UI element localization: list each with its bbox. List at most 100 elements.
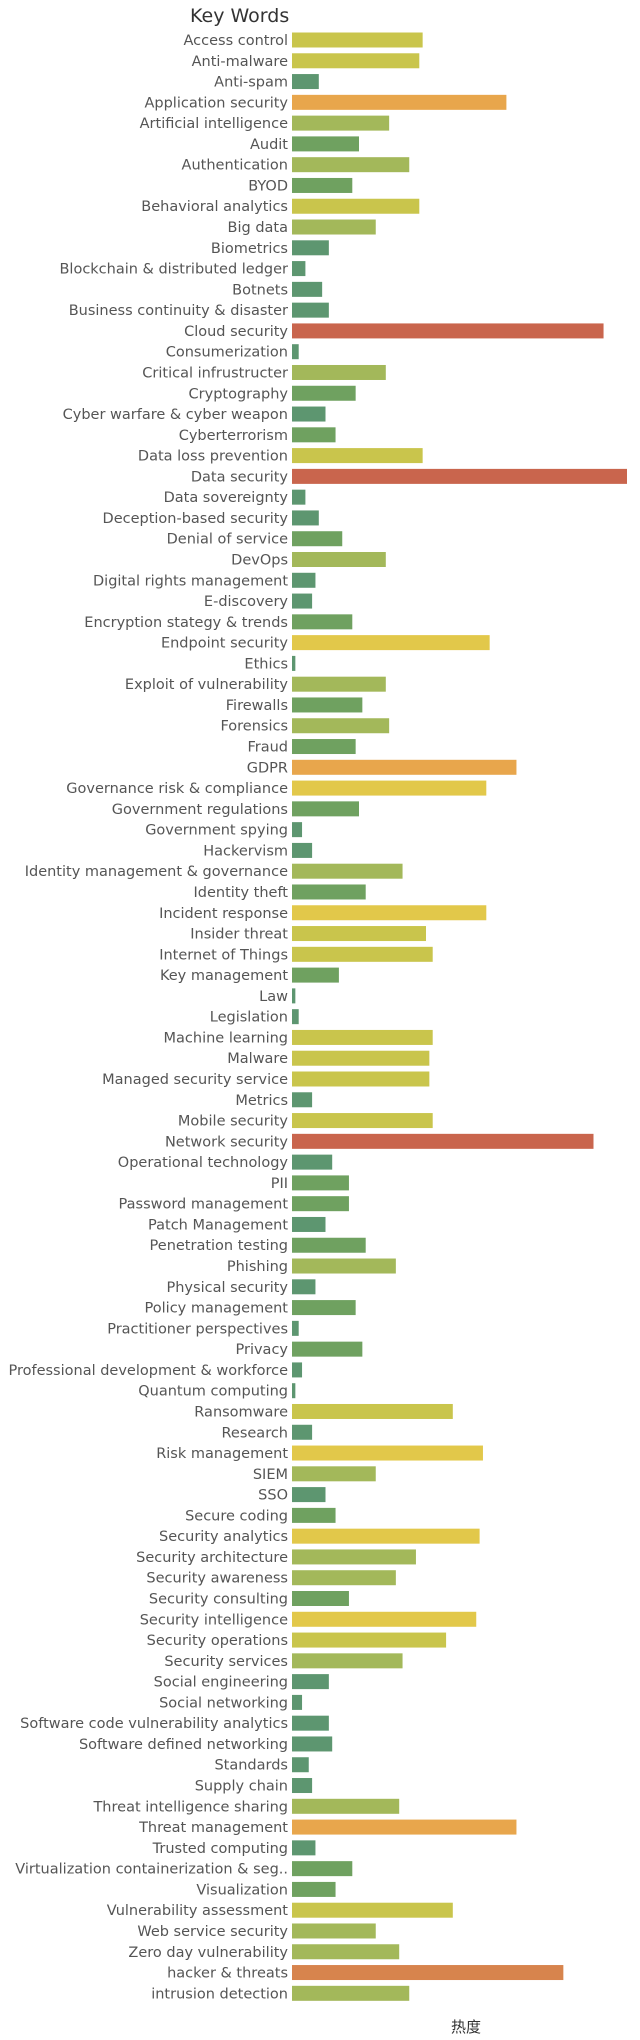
category-label: Zero day vulnerability xyxy=(128,1945,288,1961)
category-label: Security awareness xyxy=(146,1571,288,1587)
category-label: BYOD xyxy=(248,178,288,194)
bar xyxy=(292,1279,316,1295)
bar xyxy=(292,364,386,380)
category-label: Application security xyxy=(144,95,288,111)
x-axis-label: 热度 xyxy=(451,2018,481,2036)
bar xyxy=(292,53,420,69)
category-label: Professional development & workforce xyxy=(8,1363,288,1379)
bar xyxy=(292,157,410,173)
category-label: Cyberterrorism xyxy=(179,428,288,444)
bar xyxy=(292,739,356,755)
bar xyxy=(292,198,420,214)
bar xyxy=(292,1320,299,1336)
category-label: Government spying xyxy=(145,823,288,839)
category-label: Secure coding xyxy=(185,1508,288,1524)
bar xyxy=(292,593,313,609)
category-label: Biometrics xyxy=(211,241,288,257)
bar xyxy=(292,1694,303,1710)
bar xyxy=(292,1736,333,1752)
bar xyxy=(292,302,329,318)
category-label: Governance risk & compliance xyxy=(66,781,288,797)
bar xyxy=(292,1653,403,1669)
bar xyxy=(292,1798,400,1814)
bar xyxy=(292,655,296,671)
bar xyxy=(292,718,390,734)
bar xyxy=(292,1216,326,1232)
category-label: Phishing xyxy=(227,1259,288,1275)
category-label: Data loss prevention xyxy=(138,449,288,465)
bar xyxy=(292,905,487,921)
category-label: Fraud xyxy=(247,740,288,756)
bar xyxy=(292,1133,594,1149)
category-label: Authentication xyxy=(182,158,288,174)
category-label: Internet of Things xyxy=(159,947,288,963)
category-label: Ethics xyxy=(244,656,288,672)
bar xyxy=(292,1050,430,1066)
category-label: Insider threat xyxy=(190,927,288,943)
category-label: intrusion detection xyxy=(151,1986,288,2002)
bar xyxy=(292,94,507,110)
bar xyxy=(292,489,306,505)
bar xyxy=(292,842,313,858)
category-label: Forensics xyxy=(220,719,288,735)
category-label: Business continuity & disaster xyxy=(69,303,288,319)
category-label: Anti-malware xyxy=(192,54,288,70)
bar xyxy=(292,1819,517,1835)
bar xyxy=(292,697,363,713)
category-label: Cloud security xyxy=(184,324,288,340)
bar xyxy=(292,1445,483,1461)
category-label: Software code vulnerability analytics xyxy=(20,1716,288,1732)
bar xyxy=(292,1778,313,1794)
bar xyxy=(292,1528,480,1544)
category-label: SSO xyxy=(258,1488,288,1504)
category-label: Trusted computing xyxy=(152,1841,288,1857)
category-label: Social networking xyxy=(159,1695,288,1711)
bar xyxy=(292,1175,349,1191)
category-label: Quantum computing xyxy=(138,1384,288,1400)
category-label: Password management xyxy=(119,1197,289,1213)
category-label: Digital rights management xyxy=(93,573,288,589)
bar xyxy=(292,1881,336,1897)
category-label: SIEM xyxy=(253,1467,288,1483)
bar xyxy=(292,1362,303,1378)
category-label: Virtualization containerization & seg.. xyxy=(15,1862,288,1878)
category-label: Security analytics xyxy=(159,1529,288,1545)
category-label: Identity theft xyxy=(193,885,288,901)
bar xyxy=(292,281,323,297)
bar xyxy=(292,344,299,360)
bar xyxy=(292,1154,333,1170)
bar xyxy=(292,1466,376,1482)
bar xyxy=(292,1424,313,1440)
bar xyxy=(292,1507,336,1523)
bar xyxy=(292,884,366,900)
category-label: Deception-based security xyxy=(103,511,289,527)
bar xyxy=(292,323,604,339)
category-label: Data sovereignty xyxy=(164,490,289,506)
category-label: Threat management xyxy=(138,1820,288,1836)
bar xyxy=(292,1300,356,1316)
bar xyxy=(292,261,306,277)
category-label: Behavioral analytics xyxy=(141,199,288,215)
bar xyxy=(292,863,403,879)
category-label: E-discovery xyxy=(204,594,288,610)
bar xyxy=(292,1258,396,1274)
bar xyxy=(292,1092,313,1108)
bar xyxy=(292,136,359,152)
bar xyxy=(292,926,426,942)
bar xyxy=(292,1902,453,1918)
category-label: Penetration testing xyxy=(150,1238,288,1254)
category-label: Audit xyxy=(250,137,288,153)
category-label: Privacy xyxy=(236,1342,289,1358)
bar xyxy=(292,1487,326,1503)
chart-title: Key Words xyxy=(190,5,289,27)
category-label: Vulnerability assessment xyxy=(107,1903,289,1919)
category-label: Legislation xyxy=(210,1010,288,1026)
bar xyxy=(292,32,423,48)
category-label: Practitioner perspectives xyxy=(107,1321,288,1337)
category-label: Web service security xyxy=(137,1924,288,1940)
bar xyxy=(292,1715,329,1731)
bar xyxy=(292,385,356,401)
bar xyxy=(292,448,423,464)
bar xyxy=(292,115,390,131)
